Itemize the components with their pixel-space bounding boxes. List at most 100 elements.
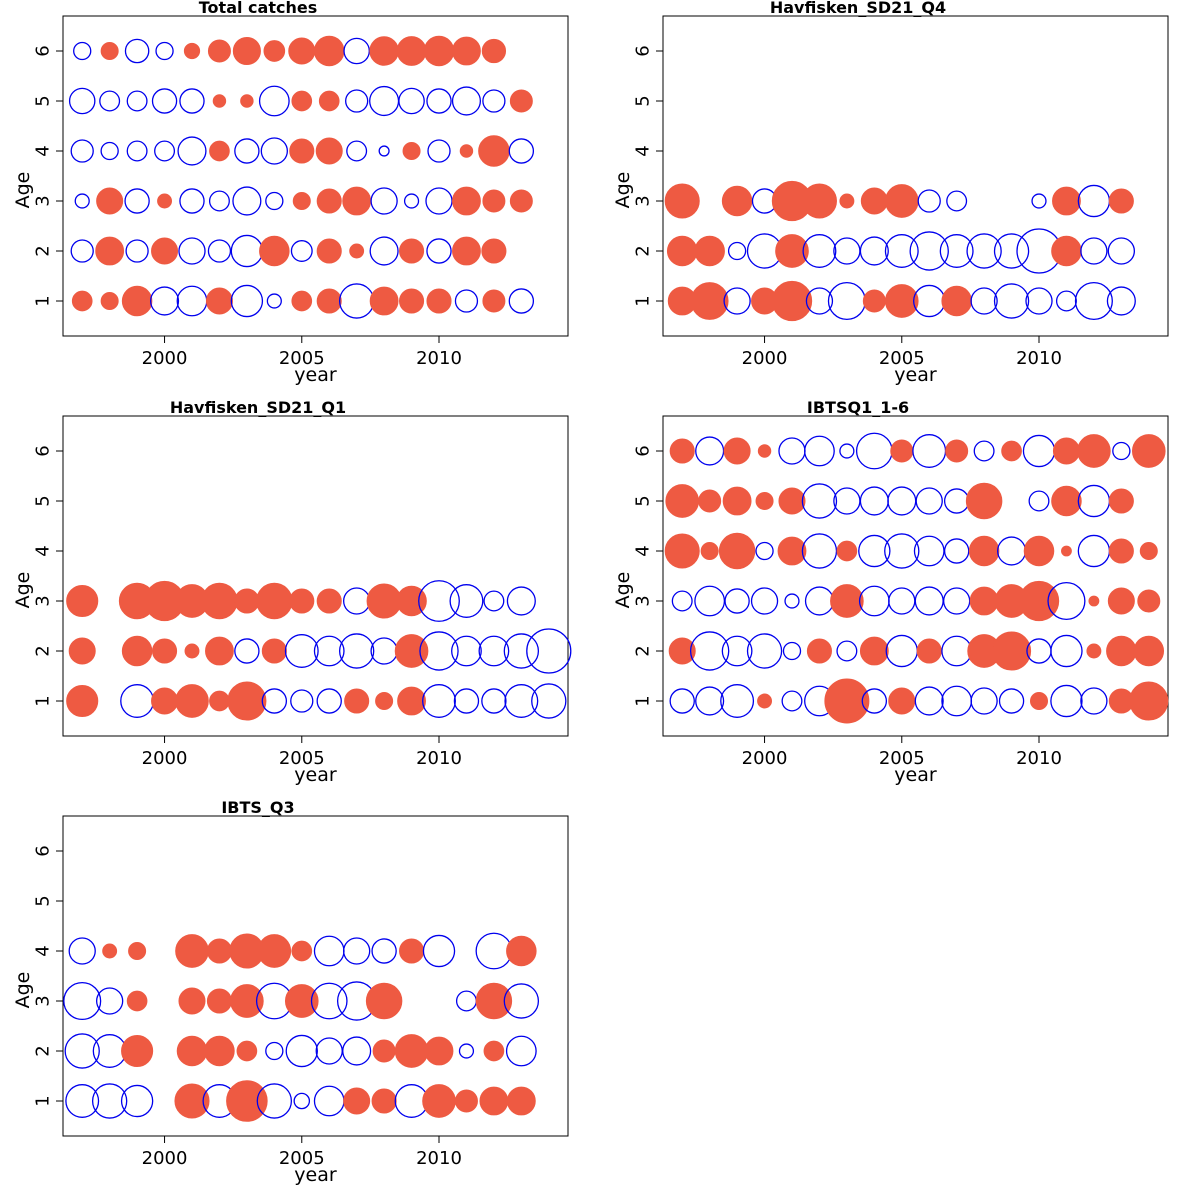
x-tick-label: 2005 (879, 748, 925, 769)
bubble-negative (526, 628, 572, 674)
y-tick-label: 3 (633, 195, 654, 206)
bubble-positive (775, 234, 809, 268)
panel-title: Total catches (199, 0, 317, 17)
bubble-positive (1051, 235, 1082, 267)
bubble-negative (370, 187, 398, 215)
bubble-negative (293, 1092, 311, 1110)
bubble-positive (860, 187, 888, 215)
bubble-positive (371, 1088, 397, 1114)
x-tick-label: 2000 (742, 348, 788, 369)
bubble-positive (176, 1035, 208, 1067)
x-tick-label: 2005 (279, 1148, 325, 1169)
panel-title: Havfisken_SD21_Q1 (170, 398, 346, 417)
bubble-positive (1061, 545, 1072, 557)
bubble-positive (128, 941, 147, 961)
bubble-positive (478, 135, 510, 167)
bubble-negative (155, 41, 174, 61)
bubble-negative (801, 533, 838, 569)
bubble-negative (285, 1034, 318, 1068)
bubble-positive (205, 636, 234, 666)
bubble-negative (917, 189, 941, 213)
bubble-positive (690, 282, 729, 320)
bubble-positive (1088, 595, 1100, 607)
bubble-negative (451, 86, 482, 116)
bubble-positive (399, 938, 425, 964)
bubble-negative (695, 436, 725, 466)
y-tick-label: 4 (33, 945, 54, 956)
bubble-negative (179, 188, 205, 214)
bubble-positive (1131, 434, 1166, 468)
bubble-positive (459, 144, 474, 158)
panel-2: Havfisken_SD21_Q4 2000 2005 2010 year 1 2 3 4 5 6 A… (612, 0, 1169, 386)
bubble-positive (399, 288, 425, 314)
bubble-negative (126, 140, 148, 162)
bubble-negative (284, 634, 319, 668)
bubble-negative (1080, 687, 1108, 715)
plot-frame (62, 15, 569, 337)
y-axis-label: Age (12, 572, 34, 609)
bubble-positive (157, 193, 173, 209)
bubble-negative (750, 587, 779, 615)
bubble-negative (343, 37, 370, 65)
bubble-negative (943, 488, 970, 514)
bubble-positive (968, 535, 1000, 567)
bubble-negative (943, 538, 970, 564)
bubble-positive (396, 585, 427, 617)
bubble-positive (664, 533, 700, 569)
bubble-negative (99, 90, 121, 112)
bubble-positive (209, 690, 230, 712)
bubble-positive (121, 1034, 154, 1068)
bubble-positive (313, 35, 345, 67)
bubble-positive (422, 1084, 456, 1118)
y-tick-label: 6 (633, 45, 654, 56)
bubble-positive (694, 235, 725, 267)
bubble-positive (343, 1087, 371, 1115)
bubble-negative (887, 486, 917, 516)
y-tick-label: 1 (33, 695, 54, 706)
bubble-positive (509, 89, 533, 113)
bubble-positive (206, 938, 232, 964)
bubble-positive (232, 36, 261, 66)
bubble-positive (66, 584, 99, 618)
bubble-negative (120, 1084, 154, 1118)
bubble-negative (310, 982, 348, 1020)
bubble-negative (63, 981, 102, 1021)
bubble-negative (855, 432, 893, 470)
bubble-negative (370, 637, 398, 665)
bubble-negative (453, 688, 480, 714)
bubble-negative (724, 588, 750, 614)
bubble-positive (664, 183, 700, 219)
bubble-negative (782, 641, 802, 661)
bubble-negative (859, 236, 889, 266)
bubble-negative (422, 684, 456, 718)
bubble-positive (969, 586, 999, 616)
bubble-positive (757, 693, 773, 709)
y-tick-label: 3 (33, 995, 54, 1006)
panel-3: Havfisken_SD21_Q1 2000 2005 2010 year 1 2 3 4 5 6 A… (12, 398, 572, 786)
bubble-negative (1077, 484, 1111, 518)
bubble-negative (74, 193, 90, 209)
bubble-negative (100, 141, 119, 161)
bubble-positive (721, 185, 753, 217)
y-tick-label: 6 (33, 845, 54, 856)
bubble-negative (403, 193, 420, 209)
bubble-negative (177, 136, 207, 166)
x-tick-label: 2010 (416, 1148, 462, 1169)
bubble-negative (208, 190, 230, 212)
bubble-negative (859, 486, 889, 516)
x-tick-label: 2010 (1016, 348, 1062, 369)
bubble-positive (698, 489, 722, 513)
bubble-positive (207, 39, 231, 63)
y-tick-label: 5 (33, 95, 54, 106)
bubble-negative (70, 239, 94, 263)
y-tick-label: 3 (633, 595, 654, 606)
plot-frame (62, 815, 569, 1137)
bubble-positive (369, 286, 399, 316)
bubble-positive (344, 688, 370, 714)
bubble-negative (124, 188, 150, 214)
bubble-positive (236, 1040, 258, 1062)
bubble-positive (396, 36, 427, 66)
bubble-negative (721, 635, 753, 667)
bubble-negative (805, 287, 834, 315)
bubble-positive (424, 1036, 454, 1066)
